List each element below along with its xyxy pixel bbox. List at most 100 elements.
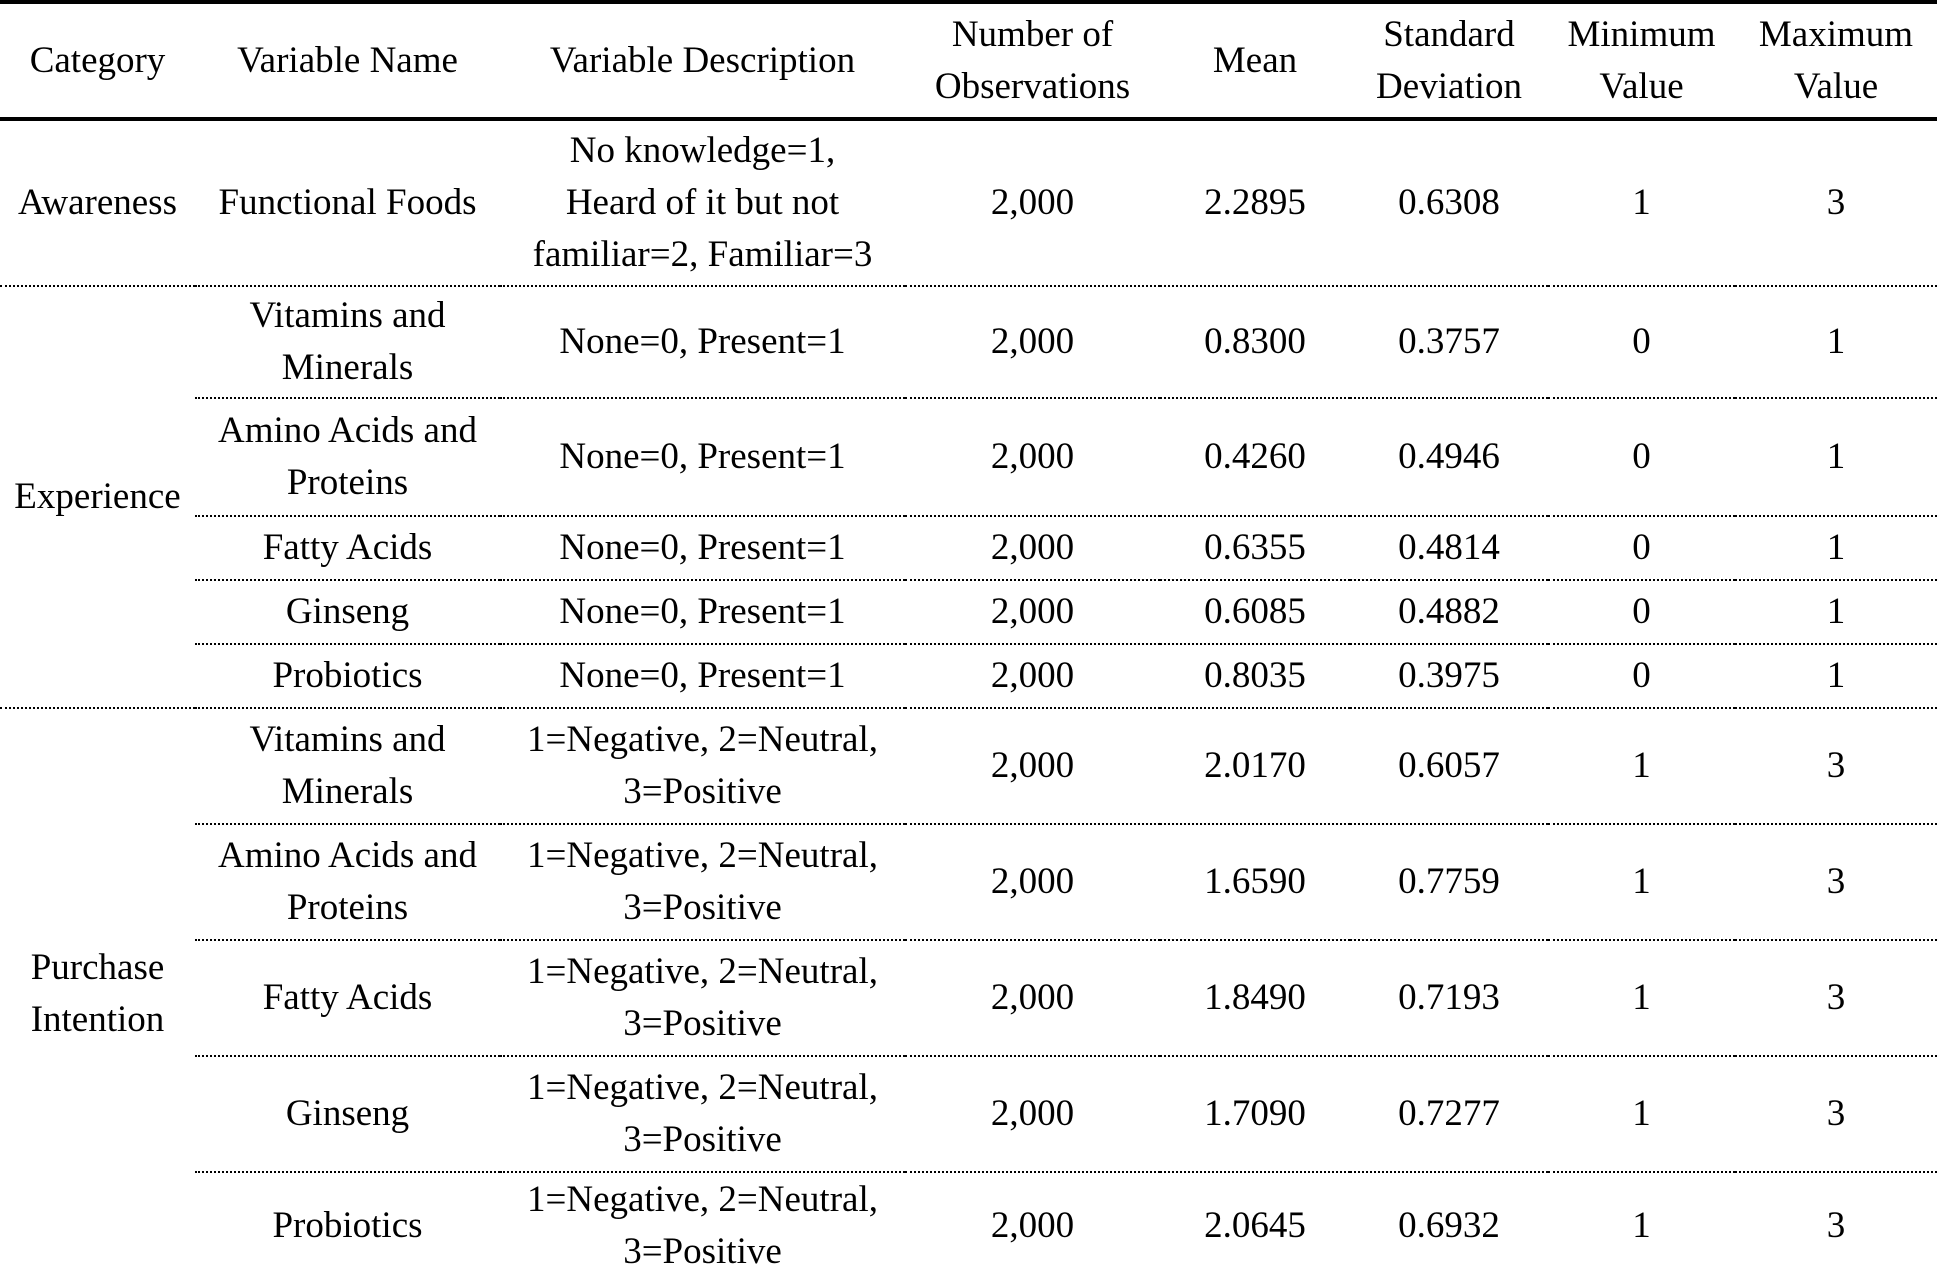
variable-description-cell: No knowledge=1, Heard of it but not fami… <box>500 119 905 287</box>
variable-name-cell: Fatty Acids <box>195 940 500 1057</box>
n-observations-cell: 2,000 <box>905 940 1160 1057</box>
sd-cell: 0.7759 <box>1350 824 1548 941</box>
sd-cell: 0.6057 <box>1350 708 1548 825</box>
table-row: Amino Acids and Proteins None=0, Present… <box>0 398 1937 517</box>
sd-cell: 0.6308 <box>1350 119 1548 287</box>
mean-cell: 1.8490 <box>1160 940 1350 1057</box>
mean-cell: 0.8035 <box>1160 644 1350 709</box>
mean-cell: 2.2895 <box>1160 119 1350 287</box>
max-value-cell: 3 <box>1735 824 1937 941</box>
min-value-cell: 0 <box>1548 286 1735 399</box>
mean-cell: 1.6590 <box>1160 824 1350 941</box>
variable-description-cell: None=0, Present=1 <box>500 398 905 517</box>
max-value-cell: 1 <box>1735 398 1937 517</box>
col-header-maximum-value: Maximum Value <box>1735 2 1937 121</box>
max-value-cell: 3 <box>1735 119 1937 287</box>
n-observations-cell: 2,000 <box>905 644 1160 709</box>
mean-cell: 0.4260 <box>1160 398 1350 517</box>
n-observations-cell: 2,000 <box>905 516 1160 581</box>
variable-description-cell: None=0, Present=1 <box>500 516 905 581</box>
variable-description-cell: 1=Negative, 2=Neutral, 3=Positive <box>500 824 905 941</box>
table-row: Fatty Acids None=0, Present=1 2,000 0.63… <box>0 516 1937 581</box>
variable-description-cell: 1=Negative, 2=Neutral, 3=Positive <box>527 1178 878 1272</box>
variable-name-cell: Probiotics <box>272 1204 423 1246</box>
n-observations-cell: 2,000 <box>990 1204 1075 1246</box>
min-value-cell: 0 <box>1548 580 1735 645</box>
variable-name-cell: Ginseng <box>195 1056 500 1173</box>
min-value-cell: 1 <box>1548 119 1735 287</box>
col-header-standard-deviation: Standard Deviation <box>1350 2 1548 121</box>
max-value-cell: 1 <box>1735 516 1937 581</box>
max-value-cell: 3 <box>1735 708 1937 825</box>
col-header-category: Category <box>0 2 195 121</box>
max-value-cell: 3 <box>1735 1056 1937 1173</box>
sd-cell: 0.7193 <box>1350 940 1548 1057</box>
header-row: Category Variable Name Variable Descript… <box>0 2 1937 121</box>
col-header-variable-name: Variable Name <box>195 2 500 121</box>
category-cell: Awareness <box>0 119 195 287</box>
n-observations-cell: 2,000 <box>905 1056 1160 1173</box>
category-cell: Purchase Intention <box>30 946 165 1040</box>
col-header-variable-description: Variable Description <box>500 2 905 121</box>
variable-name-cell: Ginseng <box>195 580 500 645</box>
min-value-cell: 1 <box>1548 708 1735 825</box>
min-value-cell: 1 <box>1548 1056 1735 1173</box>
table-row: Purchase Intention Vitamins and Minerals… <box>0 708 1937 1040</box>
variable-name-cell: Fatty Acids <box>195 516 500 581</box>
variable-description-cell: 1=Negative, 2=Neutral, 3=Positive <box>500 708 905 825</box>
mean-cell: 0.8300 <box>1160 286 1350 399</box>
col-header-minimum-value: Minimum Value <box>1548 2 1735 121</box>
table-row: Ginseng None=0, Present=1 2,000 0.6085 0… <box>0 580 1937 645</box>
table-row: Probiotics 1=Negative, 2=Neutral, 3=Posi… <box>0 1172 1937 1274</box>
mean-cell: 1.7090 <box>1160 1056 1350 1173</box>
col-header-mean: Mean <box>1160 2 1350 121</box>
min-value-cell: 1 <box>1632 1204 1651 1246</box>
max-value-cell: 3 <box>1826 1204 1846 1246</box>
sd-cell: 0.3975 <box>1350 644 1548 709</box>
variable-name-cell: Amino Acids and Proteins <box>195 824 500 941</box>
variable-description-cell: 1=Negative, 2=Neutral, 3=Positive <box>500 1056 905 1173</box>
variable-description-cell: 1=Negative, 2=Neutral, 3=Positive <box>500 940 905 1057</box>
n-observations-cell: 2,000 <box>905 286 1160 399</box>
table-row: Fatty Acids 1=Negative, 2=Neutral, 3=Pos… <box>0 940 1937 1057</box>
variable-name-cell: Amino Acids and Proteins <box>195 398 500 517</box>
table-row: Ginseng 1=Negative, 2=Neutral, 3=Positiv… <box>0 1056 1937 1173</box>
mean-cell: 2.0645 <box>1204 1204 1306 1246</box>
variable-description-cell: None=0, Present=1 <box>500 286 905 399</box>
n-observations-cell: 2,000 <box>905 119 1160 287</box>
max-value-cell: 1 <box>1735 286 1937 399</box>
sd-cell: 0.6932 <box>1398 1204 1500 1246</box>
table-row: Probiotics None=0, Present=1 2,000 0.803… <box>0 644 1937 709</box>
variable-description-cell: None=0, Present=1 <box>500 644 905 709</box>
sd-cell: 0.4946 <box>1350 398 1548 517</box>
variable-description-cell: None=0, Present=1 <box>500 580 905 645</box>
category-cell: Experience <box>0 286 195 709</box>
variable-name-cell: Vitamins and Minerals <box>195 286 500 399</box>
max-value-cell: 1 <box>1735 580 1937 645</box>
min-value-cell: 1 <box>1548 940 1735 1057</box>
min-value-cell: 0 <box>1548 644 1735 709</box>
variable-name-cell: Functional Foods <box>195 119 500 287</box>
mean-cell: 0.6355 <box>1160 516 1350 581</box>
n-observations-cell: 2,000 <box>905 708 1160 825</box>
table-row: Awareness Functional Foods No knowledge=… <box>0 119 1937 287</box>
n-observations-cell: 2,000 <box>905 580 1160 645</box>
sd-cell: 0.4882 <box>1350 580 1548 645</box>
table-row: Experience Vitamins and Minerals None=0,… <box>0 286 1937 709</box>
sd-cell: 0.4814 <box>1350 516 1548 581</box>
table-row: Amino Acids and Proteins 1=Negative, 2=N… <box>0 824 1937 941</box>
max-value-cell: 3 <box>1735 940 1937 1057</box>
sd-cell: 0.7277 <box>1350 1056 1548 1173</box>
sd-cell: 0.3757 <box>1350 286 1548 399</box>
min-value-cell: 0 <box>1548 516 1735 581</box>
n-observations-cell: 2,000 <box>905 824 1160 941</box>
variable-name-cell: Probiotics <box>195 644 500 709</box>
mean-cell: 0.6085 <box>1160 580 1350 645</box>
col-header-number-observations: Number of Observations <box>905 2 1160 121</box>
min-value-cell: 0 <box>1548 398 1735 517</box>
n-observations-cell: 2,000 <box>905 398 1160 517</box>
mean-cell: 2.0170 <box>1160 708 1350 825</box>
min-value-cell: 1 <box>1548 824 1735 941</box>
